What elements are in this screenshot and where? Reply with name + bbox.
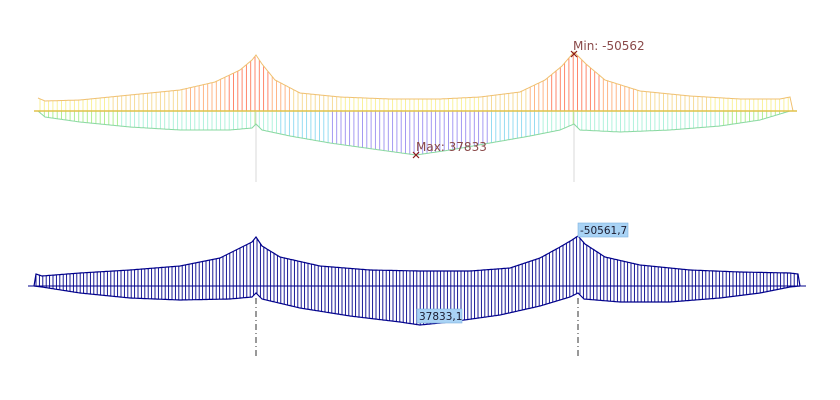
max-label: Max: 37833 [416,140,487,154]
min-label: Min: -50562 [573,39,645,53]
bottom-hatch-lines [35,236,799,325]
top-moment-diagram: Min: -50562 Max: 37833 [34,39,797,182]
top-hatch-lines [39,52,789,155]
bottom-envelope-negative [33,235,801,287]
min-value-label: -50561,7 [580,225,627,237]
bottom-envelope-positive [33,285,801,326]
x-marker-icon [412,151,420,159]
max-value-label: 37833,1 [419,311,462,323]
min-value-tag: -50561,7 [577,222,629,238]
bottom-moment-diagram: -50561,7 37833,1 [28,222,806,358]
x-marker-icon [570,50,578,58]
max-value-tag: 37833,1 [416,308,462,324]
top-envelope-negative [37,51,794,112]
